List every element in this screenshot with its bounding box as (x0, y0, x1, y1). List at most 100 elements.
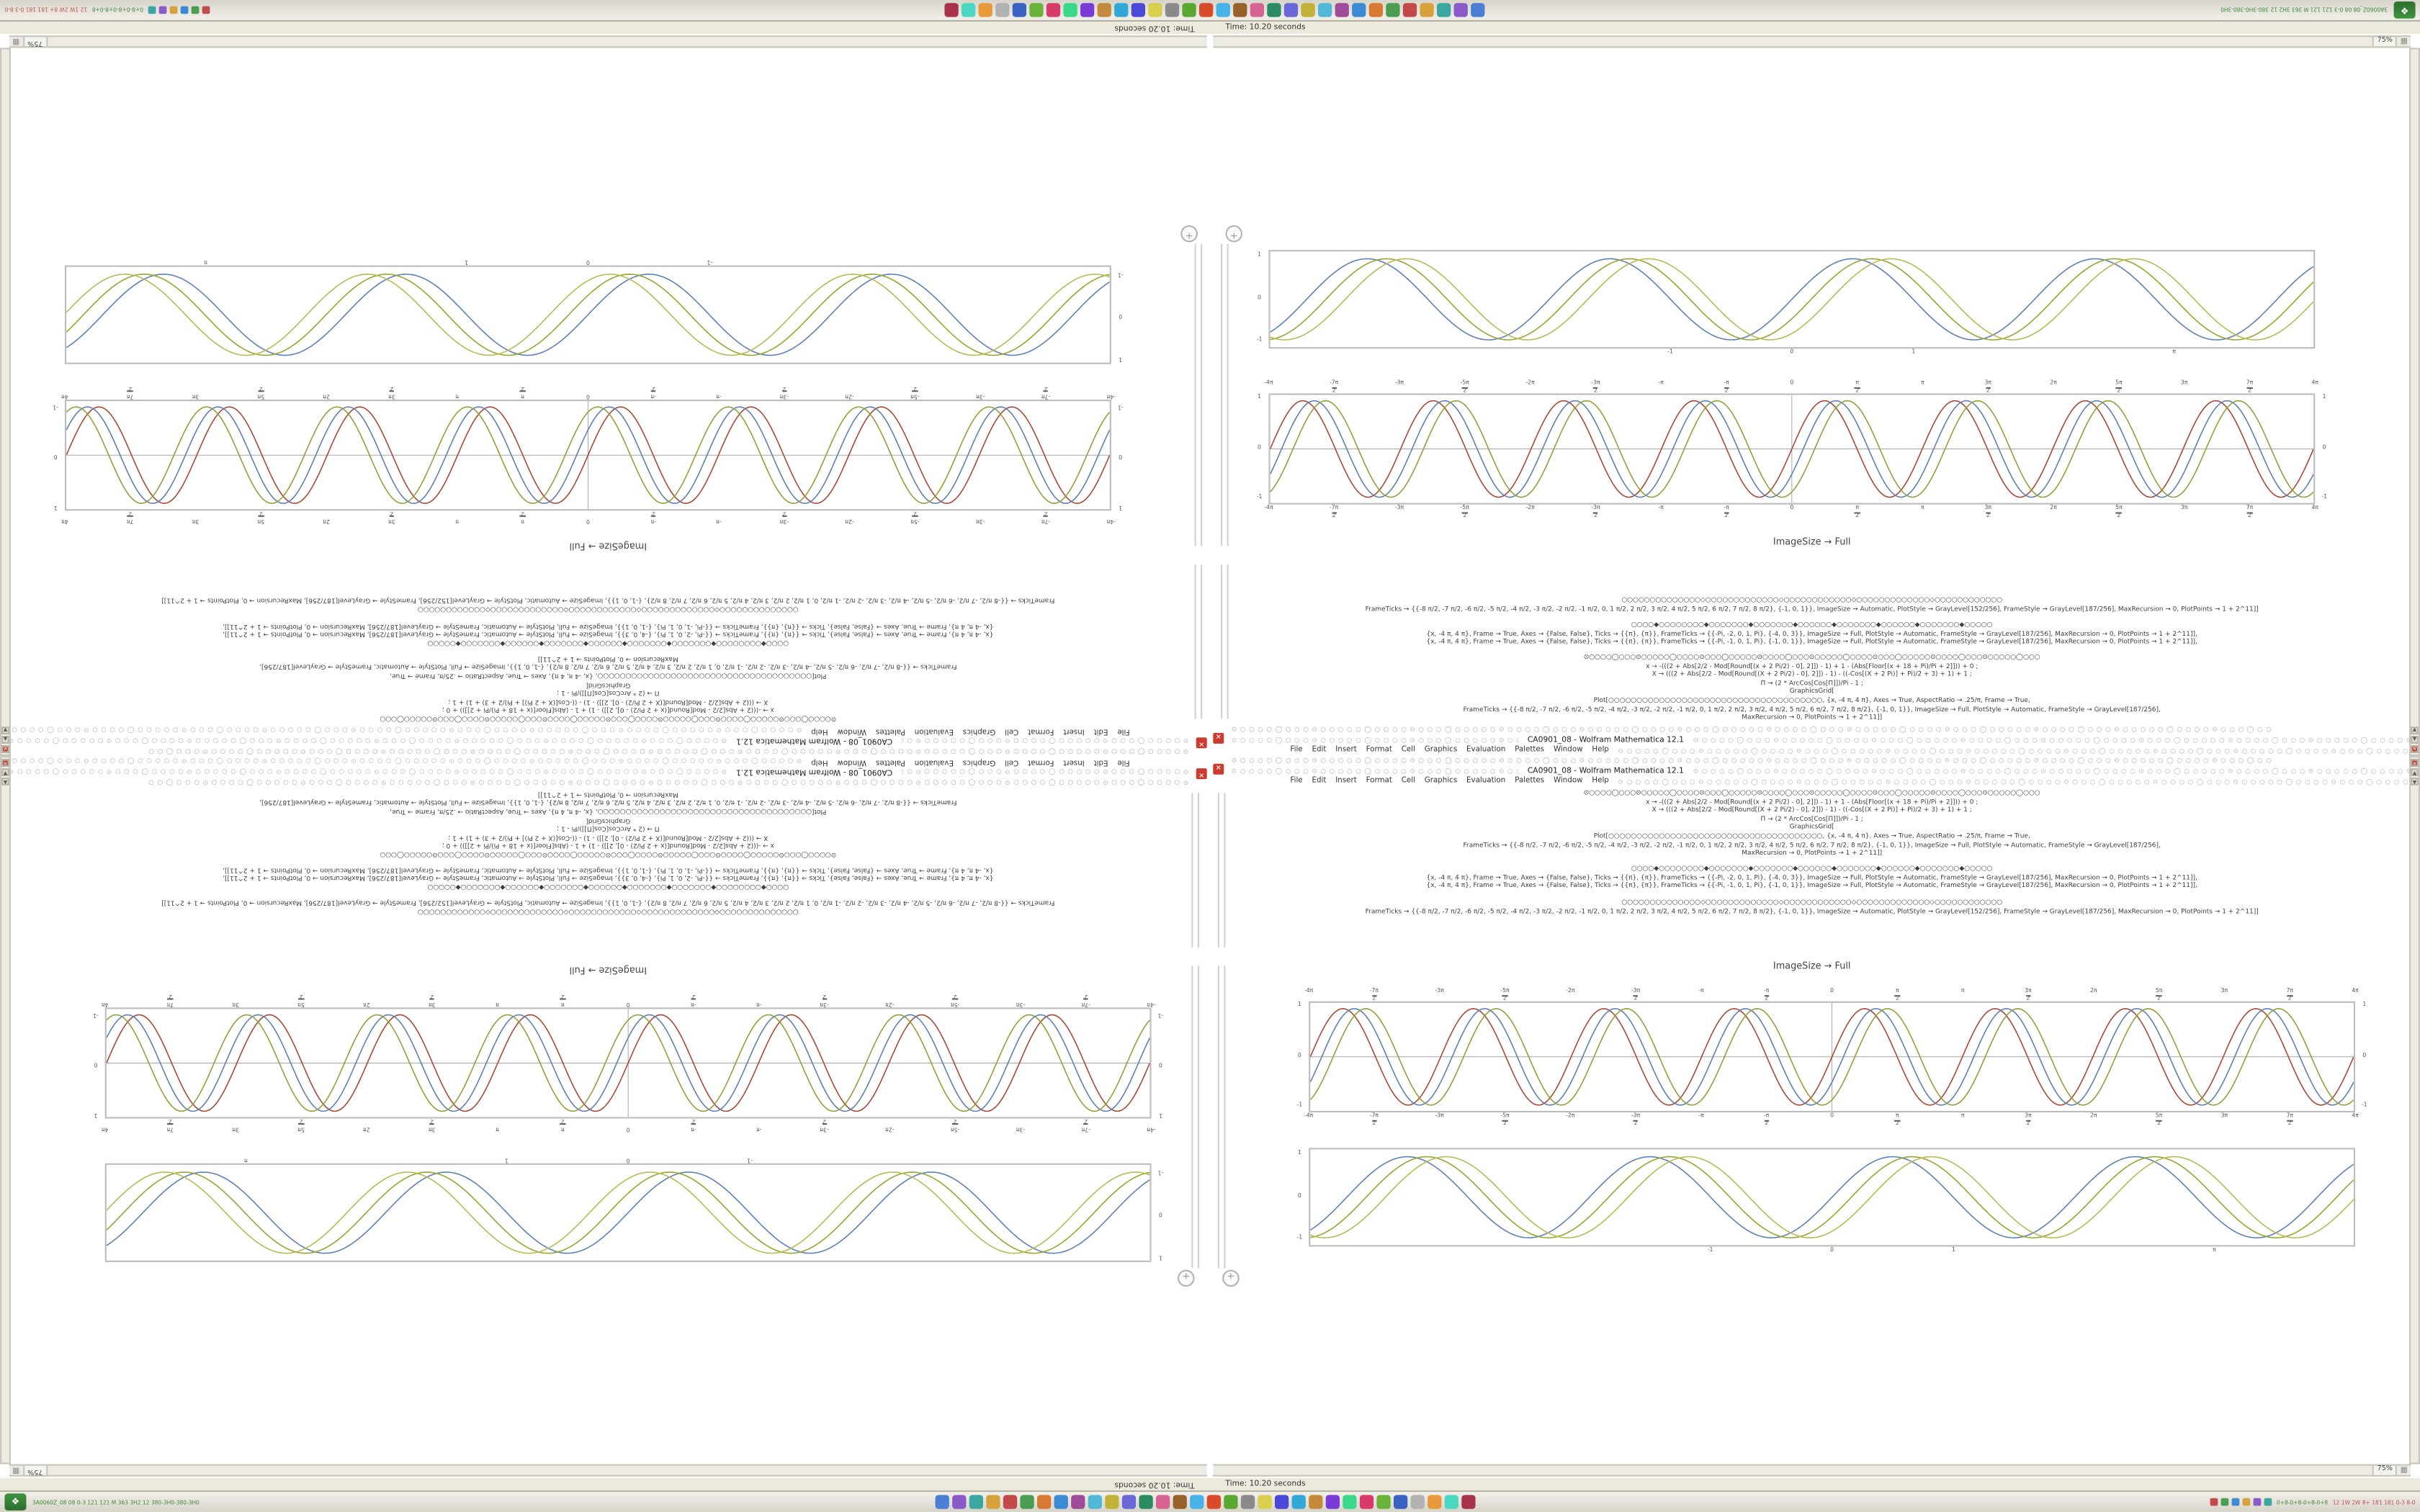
scroll-down-icon[interactable]: ▼ (1, 778, 9, 786)
menu-item-window[interactable]: Window (837, 726, 867, 734)
menu-item-edit[interactable]: Edit (1093, 757, 1108, 765)
code-line[interactable]: {x, -4 π, 4 π}, Frame → True, Axes → {Fa… (1426, 629, 2197, 637)
code-line[interactable]: {x, -4 π, 4 π}, Frame → True, Axes → {Fa… (1426, 872, 2197, 881)
menu-item-file[interactable]: File (1117, 757, 1130, 765)
menu-item-insert[interactable]: Insert (1335, 747, 1357, 755)
app-icon[interactable] (1325, 1495, 1340, 1509)
app-icon[interactable] (1019, 1495, 1034, 1509)
app-icon[interactable] (1461, 1495, 1475, 1509)
code-line[interactable]: ○○○○◆○○○○○○○○◆○○○○○○○◆○○○○○○○◆○○○○○○◆○○○… (427, 883, 789, 892)
scroll-up-icon[interactable]: ▲ (1, 768, 9, 776)
app-icon[interactable] (1183, 3, 1197, 17)
menu-item-evaluation[interactable]: Evaluation (1466, 747, 1506, 755)
scroll-up-icon[interactable]: ▲ (2411, 768, 2419, 776)
code-line[interactable]: {x, -4 π, 4 π}, Frame → True, Axes → {Fa… (223, 631, 994, 640)
app-icon[interactable] (1427, 1495, 1441, 1509)
app-icon[interactable] (979, 3, 993, 17)
code-line[interactable]: ○○○○○○○○○○○○○○◇○○○○○○○○○○○○○◇○○○○○○○○○○○… (417, 606, 799, 614)
cell-collapse-button[interactable]: + (1222, 1269, 1240, 1287)
scroll-up-icon[interactable]: ▲ (2411, 736, 2419, 744)
app-icon[interactable] (1047, 3, 1061, 17)
menu-item-format[interactable]: Format (1366, 747, 1392, 755)
app-icon[interactable] (1114, 3, 1129, 17)
app-icon[interactable] (1053, 1495, 1068, 1509)
menu-item-insert[interactable]: Insert (1063, 757, 1085, 765)
menu-item-cell[interactable]: Cell (1401, 747, 1415, 755)
app-icon[interactable] (169, 6, 178, 14)
app-icon[interactable] (968, 1495, 983, 1509)
menu-item-cell[interactable]: Cell (1401, 778, 1415, 786)
menu-item-window[interactable]: Window (1553, 778, 1583, 786)
code-line[interactable]: ⊙○○○○◯○○○⊙○○○○○◯○○○○⊙○○○◯○○○○○⊙○○○○◯○○○⊙… (380, 851, 837, 860)
code-line[interactable]: FrameTicks → {{-8 π/2, -7 π/2, -6 π/2, -… (259, 799, 957, 808)
left-scrollbar[interactable]: ✕ ▲ ▼ (2409, 48, 2420, 756)
app-icon[interactable] (1471, 3, 1486, 17)
close-icon[interactable]: ✕ (1, 745, 9, 753)
menu-item-help[interactable]: Help (811, 757, 828, 765)
code-line[interactable]: ⊙○○○○◯○○○⊙○○○○○◯○○○○⊙○○○◯○○○○○⊙○○○○◯○○○⊙… (380, 716, 837, 724)
scroll-down-icon[interactable]: ▼ (2411, 726, 2419, 734)
app-icon[interactable] (2242, 1498, 2251, 1506)
code-line[interactable]: MaxRecursion → 0, PlotPoints → 1 + 2^11]… (1742, 848, 1883, 857)
plot-waves[interactable]: -1 0 1 π -1 0 1 (1256, 247, 2327, 367)
code-line[interactable]: ○○○○◆○○○○○○○○◆○○○○○○○◆○○○○○○○◆○○○○○○◆○○○… (1631, 620, 1993, 629)
menu-item-format[interactable]: Format (1366, 778, 1392, 786)
horizontal-scrollbar[interactable]: 75% ▦ (9, 35, 1207, 48)
menu-item-palettes[interactable]: Palettes (875, 726, 905, 734)
plot-waves[interactable]: -1 0 1 π -1 0 1 (93, 1145, 1164, 1265)
app-icon[interactable] (1308, 1495, 1322, 1509)
code-line[interactable]: ⊙○○○○◯○○○⊙○○○○○◯○○○○⊙○○○◯○○○○○⊙○○○○◯○○○⊙… (1583, 652, 2040, 661)
code-line[interactable]: Π → (2 * ArcCos[Cos[Π]])/Pi - 1 ; (1760, 678, 1863, 687)
code-line[interactable]: MaxRecursion → 0, PlotPoints → 1 + 2^11]… (537, 655, 678, 664)
app-icon[interactable] (1410, 1495, 1425, 1509)
plot-braid[interactable]: -4π -4π -7π 2 -7π 2 -3π -3π -5π 2 -5π 2 -2π -2π -3π 2 -3… (53, 379, 1124, 525)
app-icon[interactable] (1064, 3, 1078, 17)
code-line[interactable]: ○○○○○○○○○○○○○○◇○○○○○○○○○○○○○◇○○○○○○○○○○○… (417, 909, 799, 917)
app-icon[interactable] (1199, 3, 1214, 17)
menu-item-help[interactable]: Help (1592, 747, 1609, 755)
app-icon[interactable] (1284, 3, 1299, 17)
app-icon[interactable] (2264, 1498, 2272, 1506)
title-bar[interactable]: ⊙○○○○◯○○○⊙○○○○○◯○○○○⊙○○○◯○○○○○⊙○○○○◯○○○⊙… (9, 736, 1207, 747)
app-icon[interactable] (2220, 1498, 2229, 1506)
app-icon[interactable] (158, 6, 167, 14)
menu-item-edit[interactable]: Edit (1093, 726, 1108, 734)
code-line[interactable]: ○○○○◆○○○○○○○○◆○○○○○○○◆○○○○○○○◆○○○○○○◆○○○… (1631, 864, 1993, 872)
scroll-down-icon[interactable]: ▼ (1, 726, 9, 734)
app-icon[interactable] (148, 6, 156, 14)
code-line[interactable]: Π → (2 * ArcCos[Cos[Π]])/Pi - 1 ; (557, 825, 660, 834)
app-icon[interactable] (1013, 3, 1027, 17)
app-icon[interactable] (1080, 3, 1095, 17)
app-icon[interactable] (1223, 1495, 1237, 1509)
zoom-level[interactable]: 75% (2372, 35, 2398, 48)
app-icon[interactable] (1087, 1495, 1102, 1509)
menu-item-insert[interactable]: Insert (1063, 726, 1085, 734)
code-line[interactable]: x → -(((2 + Abs[2/2 - Mod[Round[(x + 2 P… (1646, 661, 1978, 670)
menu-item-graphics[interactable]: Graphics (1424, 747, 1458, 755)
title-bar[interactable]: ⊙○○○○◯○○○⊙○○○○○◯○○○○⊙○○○◯○○○○○⊙○○○○◯○○○⊙… (1213, 734, 2411, 745)
app-icon[interactable] (202, 6, 210, 14)
close-button[interactable]: ✕ (1213, 763, 1224, 775)
scroll-down-icon[interactable]: ▼ (2411, 778, 2419, 786)
menu-item-cell[interactable]: Cell (1005, 726, 1019, 734)
code-line[interactable]: FrameTicks → {{-8 π/2, -7 π/2, -6 π/2, -… (1365, 906, 2259, 914)
title-bar[interactable]: ⊙○○○○◯○○○⊙○○○○○◯○○○○⊙○○○◯○○○○○⊙○○○○◯○○○⊙… (1213, 765, 2411, 776)
app-icon[interactable] (985, 1495, 1000, 1509)
app-icon[interactable] (1268, 3, 1282, 17)
app-icon[interactable] (1189, 1495, 1204, 1509)
app-icon[interactable] (1318, 3, 1333, 17)
menu-item-edit[interactable]: Edit (1312, 747, 1327, 755)
code-line[interactable]: X → (((2 + Abs[2/2 - Mod[Round[(X + 2 Pi… (448, 698, 768, 707)
code-line[interactable]: Π → (2 * ArcCos[Cos[Π]])/Pi - 1 ; (557, 690, 660, 698)
menu-item-file[interactable]: File (1290, 747, 1303, 755)
code-line[interactable]: FrameTicks → {{-8 π/2, -7 π/2, -6 π/2, -… (259, 664, 957, 672)
horizontal-scrollbar[interactable]: 75% ▦ (1213, 1464, 2411, 1477)
zoom-level[interactable]: 75% (22, 1464, 48, 1477)
code-line[interactable]: GraphicsGrid[ (1789, 822, 1834, 831)
menu-item-file[interactable]: File (1117, 726, 1130, 734)
code-line[interactable]: GraphicsGrid[ (586, 816, 631, 825)
menu-item-palettes[interactable]: Palettes (1515, 747, 1545, 755)
menu-item-insert[interactable]: Insert (1335, 778, 1357, 786)
code-line[interactable]: Plot[○○○○○○○○○○○○○○○○○○○○○○○○○○○○○○○○○○○… (1593, 831, 2030, 840)
plot-waves[interactable]: -1 0 1 π -1 0 1 (53, 247, 1124, 367)
